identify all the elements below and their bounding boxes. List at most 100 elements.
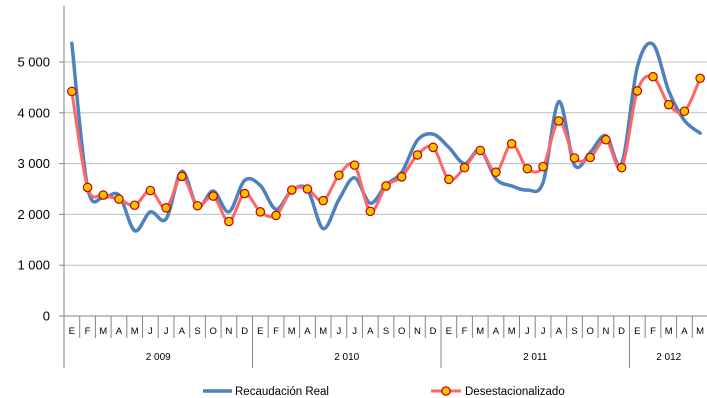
x-tick-label-month: D (241, 326, 248, 337)
x-tick-label-month: A (367, 326, 374, 337)
legend-label: Recaudación Real (235, 386, 329, 398)
data-point (349, 160, 360, 170)
data-point (271, 210, 281, 221)
x-tick-label-month: S (383, 326, 389, 337)
y-axis: 0 1 000 2 000 3 000 4 000 5 000 (17, 6, 65, 324)
data-point (381, 181, 391, 191)
x-tick-label-month: M (665, 326, 673, 337)
data-point (553, 116, 564, 126)
x-tick-label-month: E (446, 326, 452, 337)
x-tick-label-month: F (462, 326, 468, 337)
data-point (648, 71, 658, 82)
data-point (98, 190, 109, 200)
data-point (459, 162, 470, 173)
data-point (129, 200, 140, 211)
x-tick-label-month: J (525, 326, 530, 337)
x-tick-label-month: J (337, 326, 342, 337)
x-tick-label-month: J (352, 326, 357, 337)
x-tick-label-year: 2 011 (523, 352, 548, 363)
x-tick-label-month: N (225, 326, 232, 337)
x-tick-label-month: O (586, 326, 593, 337)
x-tick-label-month: J (541, 326, 546, 337)
x-tick-label-month: A (116, 326, 123, 337)
data-point (192, 200, 203, 211)
x-tick-label-month: F (85, 326, 91, 337)
y-tick-label: 2 000 (17, 207, 50, 222)
legend: Recaudación Real Desestacionalizado (203, 386, 565, 398)
x-tick-label-month: D (618, 326, 625, 337)
x-tick-label-month: A (179, 326, 186, 337)
y-tick-label: 5 000 (17, 55, 50, 70)
x-tick-label-month: M (131, 326, 139, 337)
y-tick-label: 4 000 (17, 105, 50, 120)
data-point (632, 86, 643, 96)
x-tick-label-month: D (430, 326, 437, 337)
x-tick-label-month: O (210, 326, 217, 337)
x-tick-label-month: O (398, 326, 405, 337)
data-point (663, 99, 674, 110)
data-point (161, 202, 171, 213)
data-point (114, 194, 124, 204)
data-point (679, 106, 690, 117)
x-tick-label-month: M (476, 326, 484, 337)
data-point (569, 153, 580, 163)
data-point (67, 86, 77, 97)
data-point (616, 162, 627, 173)
data-point (506, 138, 517, 149)
x-tick-label-year: 2 009 (146, 352, 171, 363)
x-tick-label-month: N (414, 326, 421, 337)
x-tick-label-month: E (69, 326, 75, 337)
x-tick-label-month: M (696, 326, 704, 337)
x-tick-label-month: J (148, 326, 153, 337)
x-tick-label-month: A (304, 326, 311, 337)
x-tick-label-month: M (99, 326, 107, 337)
data-point (695, 73, 705, 84)
data-point (475, 145, 486, 156)
x-tick-label-year: 2 010 (334, 352, 359, 363)
data-point (428, 142, 438, 153)
x-tick-label-month: F (650, 326, 656, 337)
data-point (318, 195, 328, 206)
gridlines (64, 61, 707, 266)
data-point (239, 188, 250, 199)
data-point (286, 185, 297, 195)
y-tick-label: 0 (43, 309, 50, 324)
x-tick-label-month: A (681, 326, 688, 337)
x-tick-label-month: S (194, 326, 200, 337)
data-point (208, 191, 219, 201)
x-tick-label-month: M (508, 326, 516, 337)
data-point (177, 171, 187, 182)
x-tick-label-month: F (273, 326, 279, 337)
x-tick-label-month: S (571, 326, 577, 337)
legend-label: Desestacionalizado (465, 386, 565, 398)
data-point (82, 182, 93, 193)
x-tick-label-month: E (634, 326, 640, 337)
legend-marker (441, 386, 451, 396)
x-tick-label-month: J (164, 326, 169, 337)
x-tick-label-month: N (602, 326, 609, 337)
x-tick-label-year: 2 012 (656, 352, 681, 363)
x-tick-label-month: M (319, 326, 327, 337)
x-tick-label-month: A (556, 326, 563, 337)
series-line-desestacionalizado (70, 74, 702, 224)
data-point (538, 161, 548, 172)
data-point (145, 185, 156, 196)
data-point (585, 152, 595, 163)
data-point (396, 172, 407, 182)
data-point (601, 134, 611, 145)
data-point (522, 163, 533, 174)
data-point (444, 174, 454, 185)
series-group (67, 41, 705, 233)
data-point (224, 216, 234, 227)
y-tick-label: 1 000 (17, 258, 50, 273)
x-tick-label-month: A (493, 326, 500, 337)
x-tick-label-month: M (288, 326, 296, 337)
data-point (412, 150, 423, 160)
y-tick-label: 3 000 (17, 156, 50, 171)
data-point (255, 207, 266, 217)
data-point (302, 184, 313, 194)
data-point (334, 170, 344, 181)
x-tick-label-month: E (257, 326, 263, 337)
